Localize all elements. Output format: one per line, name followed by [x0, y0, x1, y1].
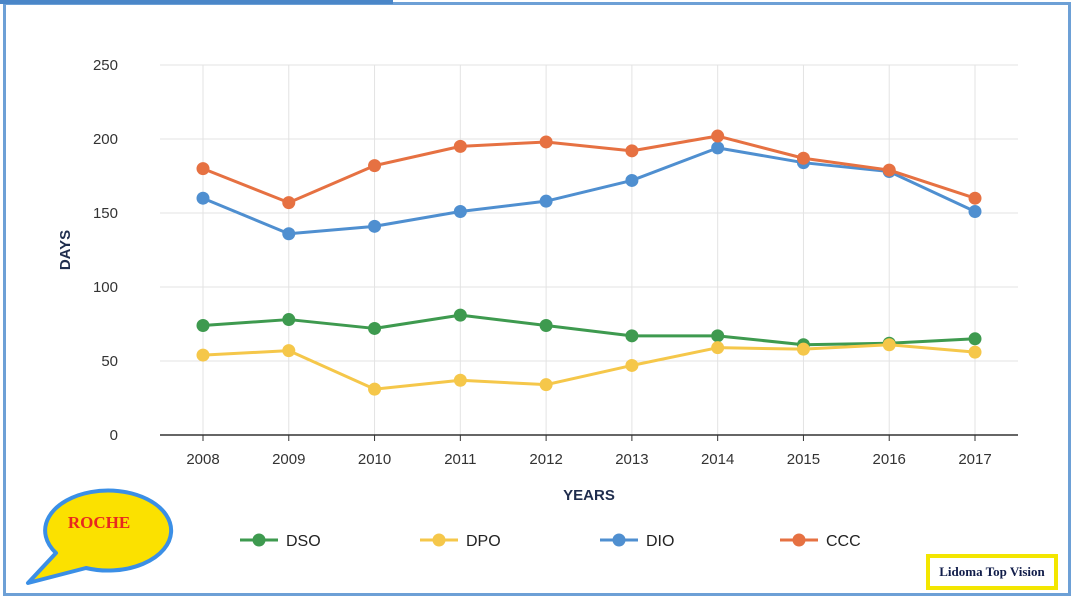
y-axis-ticks: 0 50 100 150 200 250: [93, 57, 118, 444]
data-point-dso: [711, 329, 725, 343]
x-tick-label: 2017: [958, 451, 991, 468]
y-tick-label: 250: [93, 57, 118, 74]
legend-item-dio: DIO: [600, 533, 674, 550]
series-dpo: [196, 338, 982, 396]
brand-watermark: Lidoma Top Vision: [926, 554, 1058, 590]
data-point-dpo: [968, 345, 982, 359]
data-point-dpo: [453, 373, 467, 387]
x-tick-label: 2012: [529, 451, 562, 468]
legend-label-dso: DSO: [286, 533, 321, 550]
legend-item-dpo: DPO: [420, 533, 501, 550]
data-point-dio: [282, 227, 296, 241]
data-point-dpo: [368, 382, 382, 396]
data-point-dpo: [711, 341, 725, 355]
data-point-dpo: [625, 358, 639, 372]
data-point-dio: [539, 194, 553, 208]
data-point-dso: [368, 321, 382, 335]
x-tick-label: 2008: [186, 451, 219, 468]
series-line-dso: [202, 313, 976, 347]
x-tick-label: 2013: [615, 451, 648, 468]
x-tick-label: 2010: [358, 451, 391, 468]
legend: DSO DPO DIO CCC: [240, 533, 861, 550]
legend-item-dso: DSO: [240, 533, 321, 550]
data-point-dpo: [282, 344, 296, 358]
data-point-dso: [968, 332, 982, 346]
x-axis-ticks: 2008 2009 2010 2011 2012 2013 2014 2015 2016 2017: [186, 435, 992, 468]
data-point-ccc: [453, 139, 467, 153]
series-group: [196, 129, 982, 396]
series-ccc: [196, 129, 982, 210]
data-point-ccc: [282, 196, 296, 210]
y-tick-label: 0: [110, 427, 118, 444]
data-point-dio: [368, 219, 382, 233]
speech-bubble-shape: [26, 488, 174, 585]
data-point-dso: [453, 308, 467, 322]
legend-marker-dio: [612, 533, 626, 547]
y-axis-title: DAYS: [57, 230, 74, 270]
legend-label-dpo: DPO: [466, 533, 501, 550]
data-point-dpo: [539, 378, 553, 392]
data-point-dpo: [882, 338, 896, 352]
x-tick-label: 2011: [444, 451, 476, 468]
data-point-ccc: [368, 159, 382, 173]
x-axis-title: YEARS: [563, 487, 615, 504]
data-point-dso: [625, 329, 639, 343]
data-point-dio: [968, 205, 982, 219]
roche-speech-bubble: [26, 488, 174, 585]
data-point-ccc: [796, 151, 810, 165]
top-accent-bar: [0, 0, 393, 4]
x-tick-label: 2015: [787, 451, 820, 468]
data-point-ccc: [625, 144, 639, 158]
data-point-ccc: [539, 135, 553, 149]
y-tick-label: 200: [93, 131, 118, 148]
legend-label-ccc: CCC: [826, 533, 861, 550]
data-point-ccc: [711, 129, 725, 143]
data-point-dso: [539, 318, 553, 332]
data-point-ccc: [196, 162, 210, 176]
data-point-dio: [196, 191, 210, 205]
grid-lines: [160, 64, 1018, 435]
data-point-ccc: [882, 163, 896, 177]
legend-marker-dso: [252, 533, 266, 547]
y-tick-label: 150: [93, 205, 118, 222]
data-point-dio: [625, 173, 639, 187]
data-point-dpo: [196, 348, 210, 362]
chart-frame: [3, 2, 1071, 596]
data-point-dpo: [796, 342, 810, 356]
series-line-ccc: [202, 134, 976, 205]
legend-marker-ccc: [792, 533, 806, 547]
x-tick-label: 2014: [701, 451, 734, 468]
data-point-dio: [453, 205, 467, 219]
data-point-dio: [711, 141, 725, 155]
y-tick-label: 50: [101, 353, 118, 370]
legend-marker-dpo: [432, 533, 446, 547]
series-line-dpo: [202, 343, 976, 391]
legend-item-ccc: CCC: [780, 533, 861, 550]
roche-badge-label: ROCHE: [67, 513, 131, 532]
series-dso: [196, 308, 982, 352]
data-point-dso: [196, 318, 210, 332]
legend-label-dio: DIO: [646, 533, 674, 550]
y-tick-label: 100: [93, 279, 118, 296]
data-point-ccc: [968, 191, 982, 205]
series-line-dio: [202, 146, 976, 236]
x-tick-label: 2009: [272, 451, 305, 468]
x-tick-label: 2016: [873, 451, 906, 468]
data-point-dso: [282, 313, 296, 327]
